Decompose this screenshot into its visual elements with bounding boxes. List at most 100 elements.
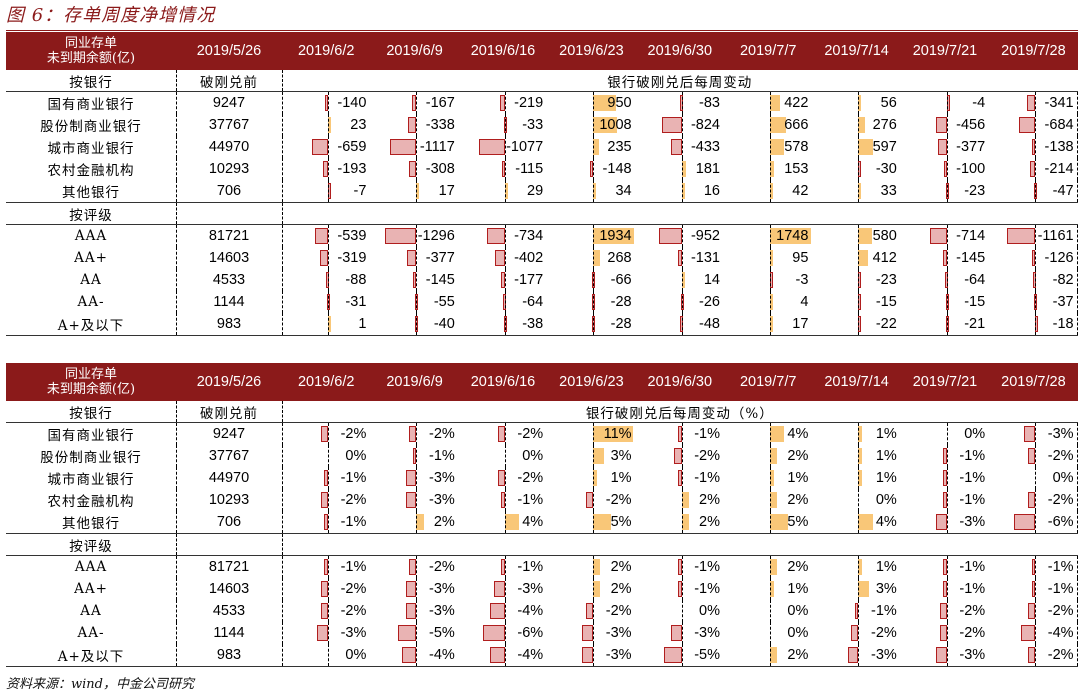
bar-axis <box>946 556 948 578</box>
change-cell: -31 <box>282 291 370 313</box>
negative-bar <box>324 95 328 111</box>
change-value: -338 <box>425 117 455 133</box>
change-cell: 0% <box>459 445 547 467</box>
negative-bar <box>1030 161 1036 177</box>
change-cell: -377 <box>901 136 989 158</box>
bar-axis <box>858 247 860 269</box>
bar-axis <box>681 247 683 269</box>
change-cell: -734 <box>459 225 547 247</box>
negative-bar <box>499 95 505 111</box>
negative-bar <box>408 117 417 133</box>
change-cell: -308 <box>370 158 458 180</box>
positive-bar <box>769 250 773 266</box>
bank-row: 国有商业银行 9247 -140 -167 -219 950 -83 422 56 -4 -341 <box>6 92 1078 114</box>
bar-axis <box>504 622 506 644</box>
column-divider <box>282 70 283 91</box>
change-value: 29 <box>527 183 544 199</box>
change-value: -167 <box>425 95 455 111</box>
change-cell: 1% <box>547 467 635 489</box>
section-row-by-rating: 按评级 <box>6 203 1078 224</box>
bar-axis <box>416 291 418 313</box>
bar-axis <box>681 600 683 622</box>
negative-bar <box>315 228 328 244</box>
negative-bar <box>495 250 505 266</box>
change-value: -341 <box>1044 95 1074 111</box>
change-value: -47 <box>1052 183 1074 199</box>
change-cell: 0% <box>812 489 900 511</box>
change-cell: -15 <box>812 291 900 313</box>
change-cell: -2% <box>989 600 1077 622</box>
change-cell: -2% <box>370 423 458 445</box>
change-value: -28 <box>610 294 632 310</box>
change-cell: -138 <box>989 136 1077 158</box>
table-header: 同业存单 未到期余额(亿) 2019/5/26 2019/6/2 2019/6/9 201… <box>6 32 1078 70</box>
bar-axis <box>593 225 595 247</box>
positive-bar <box>769 426 785 442</box>
change-value: -3% <box>428 603 455 619</box>
column-divider <box>282 534 283 555</box>
positive-bar <box>593 117 618 133</box>
bar-axis <box>504 158 506 180</box>
negative-bar <box>582 647 594 663</box>
row-label: 股份制商业银行 <box>40 119 142 135</box>
negative-bar <box>1031 139 1036 155</box>
change-cell: 2% <box>370 511 458 533</box>
change-cell: -1% <box>459 556 547 578</box>
bar-axis <box>327 600 329 622</box>
negative-bar <box>324 470 328 486</box>
bar-axis <box>416 92 418 114</box>
rating-row: AA- 1144 -31 -55 -64 -28 -26 4 -15 -15 -37 <box>6 291 1078 313</box>
change-value: -2% <box>428 426 455 442</box>
change-value: -7 <box>353 183 367 199</box>
change-cell: 17 <box>370 180 458 202</box>
bar-axis <box>504 423 506 445</box>
change-cell: 5% <box>547 511 635 533</box>
change-cell: -82 <box>989 269 1077 291</box>
column-divider <box>176 70 177 91</box>
table-header: 同业存单 未到期余额(亿) 2019/5/26 2019/6/2 2019/6/9 201… <box>6 363 1078 401</box>
change-value: -219 <box>514 95 544 111</box>
bar-axis <box>769 247 771 269</box>
change-value: -18 <box>1052 316 1074 332</box>
change-cell: -115 <box>459 158 547 180</box>
bar-axis <box>681 445 683 467</box>
change-cell: -1% <box>282 467 370 489</box>
negative-bar <box>483 625 505 641</box>
negative-bar <box>935 647 947 663</box>
change-value: 0% <box>964 426 986 442</box>
change-cell: -1% <box>370 445 458 467</box>
change-value: 34 <box>615 183 632 199</box>
change-cell: -40 <box>370 313 458 335</box>
net-change-percent-table: 同业存单 未到期余额(亿) 2019/5/26 2019/6/2 2019/6/9 201… <box>6 363 1078 667</box>
positive-bar <box>504 514 520 530</box>
negative-bar <box>670 625 682 641</box>
change-cell: -402 <box>459 247 547 269</box>
negative-bar <box>1032 250 1036 266</box>
change-cell: 153 <box>724 158 812 180</box>
change-value: -1161 <box>1037 228 1074 244</box>
change-value: -2% <box>1047 448 1074 464</box>
change-cell: -4% <box>370 644 458 666</box>
change-value: 1748 <box>776 228 809 244</box>
change-value: -319 <box>337 250 367 266</box>
negative-bar <box>935 117 947 133</box>
bar-axis <box>769 578 771 600</box>
change-cell: -1% <box>282 556 370 578</box>
change-value: -126 <box>1044 250 1074 266</box>
change-cell: -3% <box>370 600 458 622</box>
change-cell: -1% <box>901 556 989 578</box>
negative-bar <box>324 559 328 575</box>
column-divider <box>282 203 283 224</box>
bar-axis <box>858 467 860 489</box>
bar-axis <box>946 423 948 445</box>
change-value: -1% <box>694 559 720 575</box>
change-value: -1% <box>959 581 986 597</box>
bar-axis <box>681 644 683 666</box>
negative-bar <box>943 559 947 575</box>
change-cell: 0% <box>282 445 370 467</box>
negative-bar <box>497 470 505 486</box>
header-date: 2019/6/23 <box>559 374 624 390</box>
bar-axis <box>504 578 506 600</box>
change-value: 17 <box>438 183 455 199</box>
change-value: -214 <box>1044 161 1074 177</box>
